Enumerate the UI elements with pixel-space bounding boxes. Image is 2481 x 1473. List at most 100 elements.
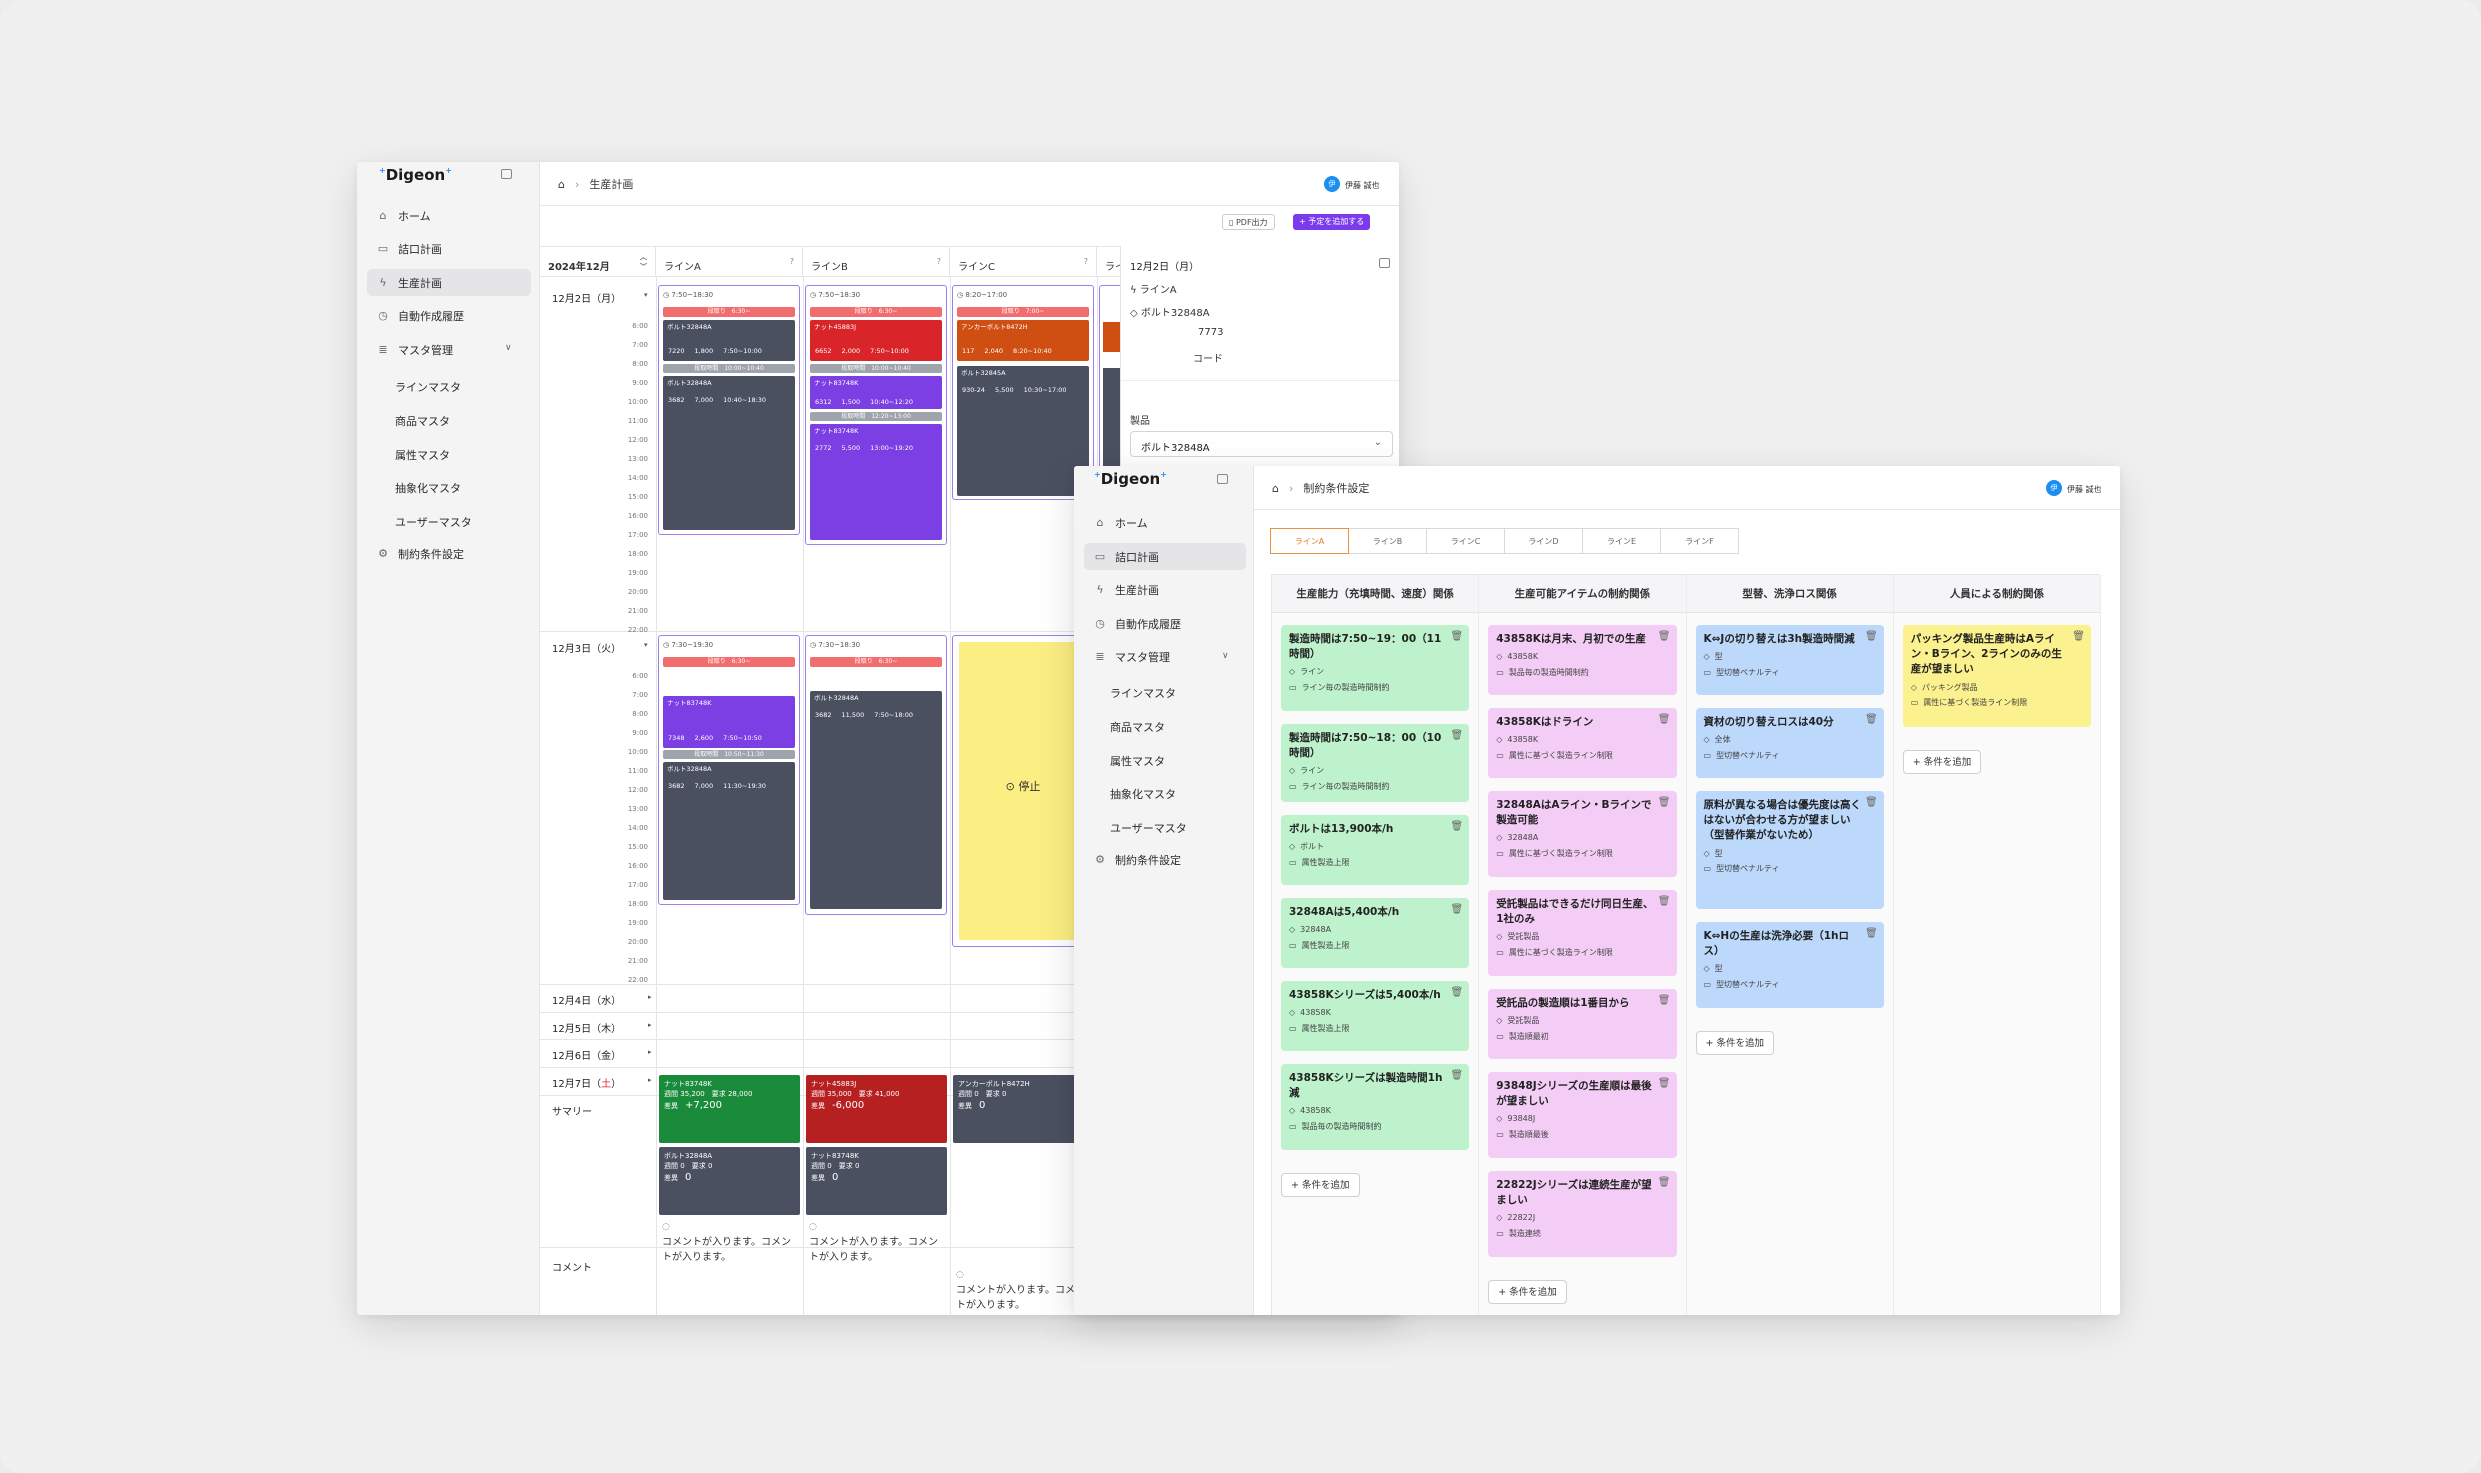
nav-auto-history[interactable]: ◷ 自動作成履歴 (1095, 617, 1181, 631)
help-icon[interactable]: ? (1083, 257, 1088, 266)
constraint-card[interactable]: 43858Kは月末、月初での生産 ◇ 43858K ▭ 製品毎の製造時間制約 🗑 (1488, 625, 1677, 695)
trash-icon[interactable]: 🗑 (1450, 1070, 1464, 1081)
schedule-block[interactable]: ◷ 8:20~17:00 段取り 7:00~ アンカーボルト8472H 117 2,… (952, 285, 1094, 500)
day-label[interactable]: 12月3日（火） ▾ (552, 641, 648, 655)
nav-product-master[interactable]: 商品マスタ (395, 415, 450, 428)
setup-bar[interactable]: 段取り 7:00~ (957, 307, 1089, 317)
constraint-card[interactable]: 22822Jシリーズは連続生産が望ましい ◇ 22822J ▭ 製造連続 🗑 (1488, 1171, 1677, 1257)
column-line-c[interactable]: ラインC? (950, 247, 1097, 277)
trash-icon[interactable]: 🗑 (1450, 821, 1464, 832)
summary-card[interactable]: ナット45883J 週間 35,000 要求 41,000 差異 -6,000 (806, 1075, 947, 1143)
help-icon[interactable]: ? (789, 257, 794, 266)
summary-card[interactable]: ナット83748K 週間 0 要求 0 差異 0 (806, 1147, 947, 1215)
constraint-card[interactable]: 32848Aは5,400本/h ◇ 32848A ▭ 属性製造上限 🗑 (1281, 898, 1470, 968)
chevron-down-icon[interactable]: ∨ (505, 343, 512, 353)
job-card[interactable]: ボルト32848A 3682 11,500 7:50~18:00 (810, 691, 942, 909)
nav-bottling-plan[interactable]: ▭ 詰口計画 (377, 242, 442, 256)
nav-bottling-plan[interactable]: ▭ 詰口計画 (1084, 543, 1246, 570)
trash-icon[interactable]: 🗑 (1657, 631, 1671, 642)
stopped-block[interactable]: ⊙ 停止 (952, 635, 1094, 947)
tab-line-e[interactable]: ラインE (1582, 528, 1661, 554)
schedule-block[interactable]: ◷ 7:50~18:30 段取り 6:30~ ボルト32848A 7220 1,80… (658, 285, 800, 535)
changeover-bar[interactable]: 段取時間 10:00~10:40 (663, 364, 795, 373)
constraint-card[interactable]: 製造時間は7:50~19：00（11時間） ◇ ライン ▭ ライン毎の製造時間制約 🗑 (1281, 625, 1470, 711)
schedule-block[interactable]: ◷ 7:30~18:30 段取り 6:30~ ボルト32848A 3682 11,5… (805, 635, 947, 915)
day-label[interactable]: 12月6日（金） ▸ (552, 1048, 652, 1062)
nav-product-master[interactable]: 商品マスタ (1110, 721, 1165, 734)
home-icon[interactable]: ⌂ (558, 177, 565, 191)
constraint-card[interactable]: ボルトは13,900本/h ◇ ボルト ▭ 属性製造上限 🗑 (1281, 815, 1470, 885)
job-card[interactable]: ナット45883J 6652 2,000 7:50~10:00 (810, 320, 942, 361)
job-card[interactable]: ナット83748K 2772 5,500 13:00~19:20 (810, 424, 942, 540)
trash-icon[interactable]: 🗑 (1450, 987, 1464, 998)
changeover-bar[interactable]: 段取時間 12:20~13:00 (810, 412, 942, 421)
help-icon[interactable]: ? (936, 257, 941, 266)
trash-icon[interactable]: 🗑 (1657, 896, 1671, 907)
constraint-card[interactable]: 原料が異なる場合は優先度は高くはないが合わせる方が望ましい（型替作業がないため）… (1695, 791, 1884, 909)
tab-line-b[interactable]: ラインB (1348, 528, 1427, 554)
day-label[interactable]: 12月2日（月） ▾ (552, 291, 648, 305)
column-line-a[interactable]: ラインA? (656, 247, 803, 277)
trash-icon[interactable]: 🗑 (1657, 1177, 1671, 1188)
panel-toggle-icon[interactable] (1379, 258, 1390, 268)
day-label[interactable]: 12月4日（水） ▸ (552, 993, 652, 1007)
constraint-card[interactable]: 32848AはAライン・Bラインで製造可能 ◇ 32848A ▭ 属性に基づく製造ライン… (1488, 791, 1677, 877)
job-card[interactable]: ボルト32848A 7220 1,800 7:50~10:00 (663, 320, 795, 361)
job-card[interactable]: ボルト32848A 3682 7,000 11:30~19:30 (663, 762, 795, 900)
comment-cell[interactable]: ◌ コメントが入ります。コメントが入ります。 (662, 1221, 797, 1266)
constraint-card[interactable]: 資材の切り替えロスは40分 ◇ 全体 ▭ 型切替ペナルティ 🗑 (1695, 708, 1884, 778)
schedule-block[interactable]: ◷ 7:50~18:30 段取り 6:30~ ナット45883J 6652 2,00… (805, 285, 947, 545)
add-schedule-button[interactable]: + 予定を追加する (1293, 214, 1371, 230)
constraint-card[interactable]: パッキング製品生産時はAライン・Bライン、2ラインのみの生産が望ましい ◇ パッキン… (1902, 625, 2091, 727)
nav-abstraction-master[interactable]: 抽象化マスタ (1110, 788, 1176, 801)
add-condition-button[interactable]: + 条件を追加 (1695, 1031, 1775, 1055)
trash-icon[interactable]: 🗑 (1450, 631, 1464, 642)
trash-icon[interactable]: 🗑 (1865, 714, 1878, 725)
summary-card[interactable]: ナット83748K 週間 35,200 要求 28,000 差異 +7,200 (659, 1075, 800, 1143)
job-card[interactable]: ボルト32845A 930-24 5,500 10:30~17:00 (957, 366, 1089, 496)
sidebar-collapse-icon[interactable] (1217, 474, 1228, 484)
chevron-down-icon[interactable]: ∨ (1222, 651, 1229, 661)
tab-line-c[interactable]: ラインC (1426, 528, 1505, 554)
day-label[interactable]: 12月7日（土） ▸ (552, 1076, 652, 1090)
nav-user-master[interactable]: ユーザーマスタ (1110, 822, 1187, 835)
tab-line-f[interactable]: ラインF (1660, 528, 1739, 554)
add-condition-button[interactable]: + 条件を追加 (1902, 750, 1982, 774)
schedule-block[interactable]: ◷ 7:30~19:30 段取り 6:30~ ナット83748K 7348 2,60… (658, 635, 800, 905)
nav-constraint-settings[interactable]: ⚙ 制約条件設定 (378, 547, 464, 561)
tab-line-d[interactable]: ラインD (1504, 528, 1583, 554)
constraint-card[interactable]: 受託品の製造順は1番目から ◇ 受託製品 ▭ 製造順最初 🗑 (1488, 989, 1677, 1059)
setup-bar[interactable]: 段取り 6:30~ (810, 307, 942, 317)
pdf-export-button[interactable]: ▯ PDF出力 (1222, 214, 1275, 230)
job-card[interactable]: ナット83748K 6312 1,500 10:40~12:20 (810, 376, 942, 409)
constraint-card[interactable]: 43858Kはドライン ◇ 43858K ▭ 属性に基づく製造ライン制限 🗑 (1488, 708, 1677, 778)
add-condition-button[interactable]: + 条件を追加 (1281, 1173, 1360, 1197)
constraint-card[interactable]: 製造時間は7:50~18：00（10時間） ◇ ライン ▭ ライン毎の製造時間制約 🗑 (1281, 724, 1470, 802)
nav-attribute-master[interactable]: 属性マスタ (1110, 755, 1165, 768)
nav-home[interactable]: ⌂ ホーム (367, 202, 531, 229)
nav-master[interactable]: ≣ マスタ管理 (378, 343, 453, 357)
trash-icon[interactable]: 🗑 (1865, 928, 1878, 939)
trash-icon[interactable]: 🗑 (1450, 730, 1464, 741)
job-card[interactable]: アンカーボルト8472H 117 2,040 8:20~10:40 (957, 320, 1089, 361)
day-label[interactable]: 12月5日（木） ▸ (552, 1021, 652, 1035)
trash-icon[interactable]: 🗑 (2072, 631, 2085, 642)
summary-card[interactable]: ボルト32848A 週間 0 要求 0 差異 0 (659, 1147, 800, 1215)
setup-bar[interactable]: 段取り 6:30~ (663, 657, 795, 667)
constraint-card[interactable]: K⇔Hの生産は洗浄必要（1hロス） ◇ 型 ▭ 型切替ペナルティ 🗑 (1695, 922, 1884, 1008)
trash-icon[interactable]: 🗑 (1657, 714, 1671, 725)
avatar[interactable]: 伊 (1324, 176, 1340, 192)
column-line-b[interactable]: ラインB? (803, 247, 950, 277)
setup-bar[interactable]: 段取り 6:30~ (810, 657, 942, 667)
tab-line-a[interactable]: ラインA (1270, 528, 1349, 554)
summary-card[interactable]: アンカーボルト8472H 週間 0 要求 0 差異 0 (953, 1075, 1094, 1143)
trash-icon[interactable]: 🗑 (1657, 995, 1671, 1006)
chevron-up-down-icon[interactable]: ︿ ﹀ (640, 253, 647, 271)
home-icon[interactable]: ⌂ (1272, 481, 1279, 495)
nav-home[interactable]: ⌂ ホーム (1084, 509, 1246, 536)
changeover-bar[interactable]: 段取時間 10:00~10:40 (810, 364, 942, 373)
trash-icon[interactable]: 🗑 (1657, 797, 1671, 808)
constraint-card[interactable]: 43858Kシリーズは5,400本/h ◇ 43858K ▭ 属性製造上限 🗑 (1281, 981, 1470, 1051)
nav-auto-history[interactable]: ◷ 自動作成履歴 (378, 309, 464, 323)
job-card[interactable]: ボルト32848A 3682 7,000 10:40~18:30 (663, 376, 795, 530)
